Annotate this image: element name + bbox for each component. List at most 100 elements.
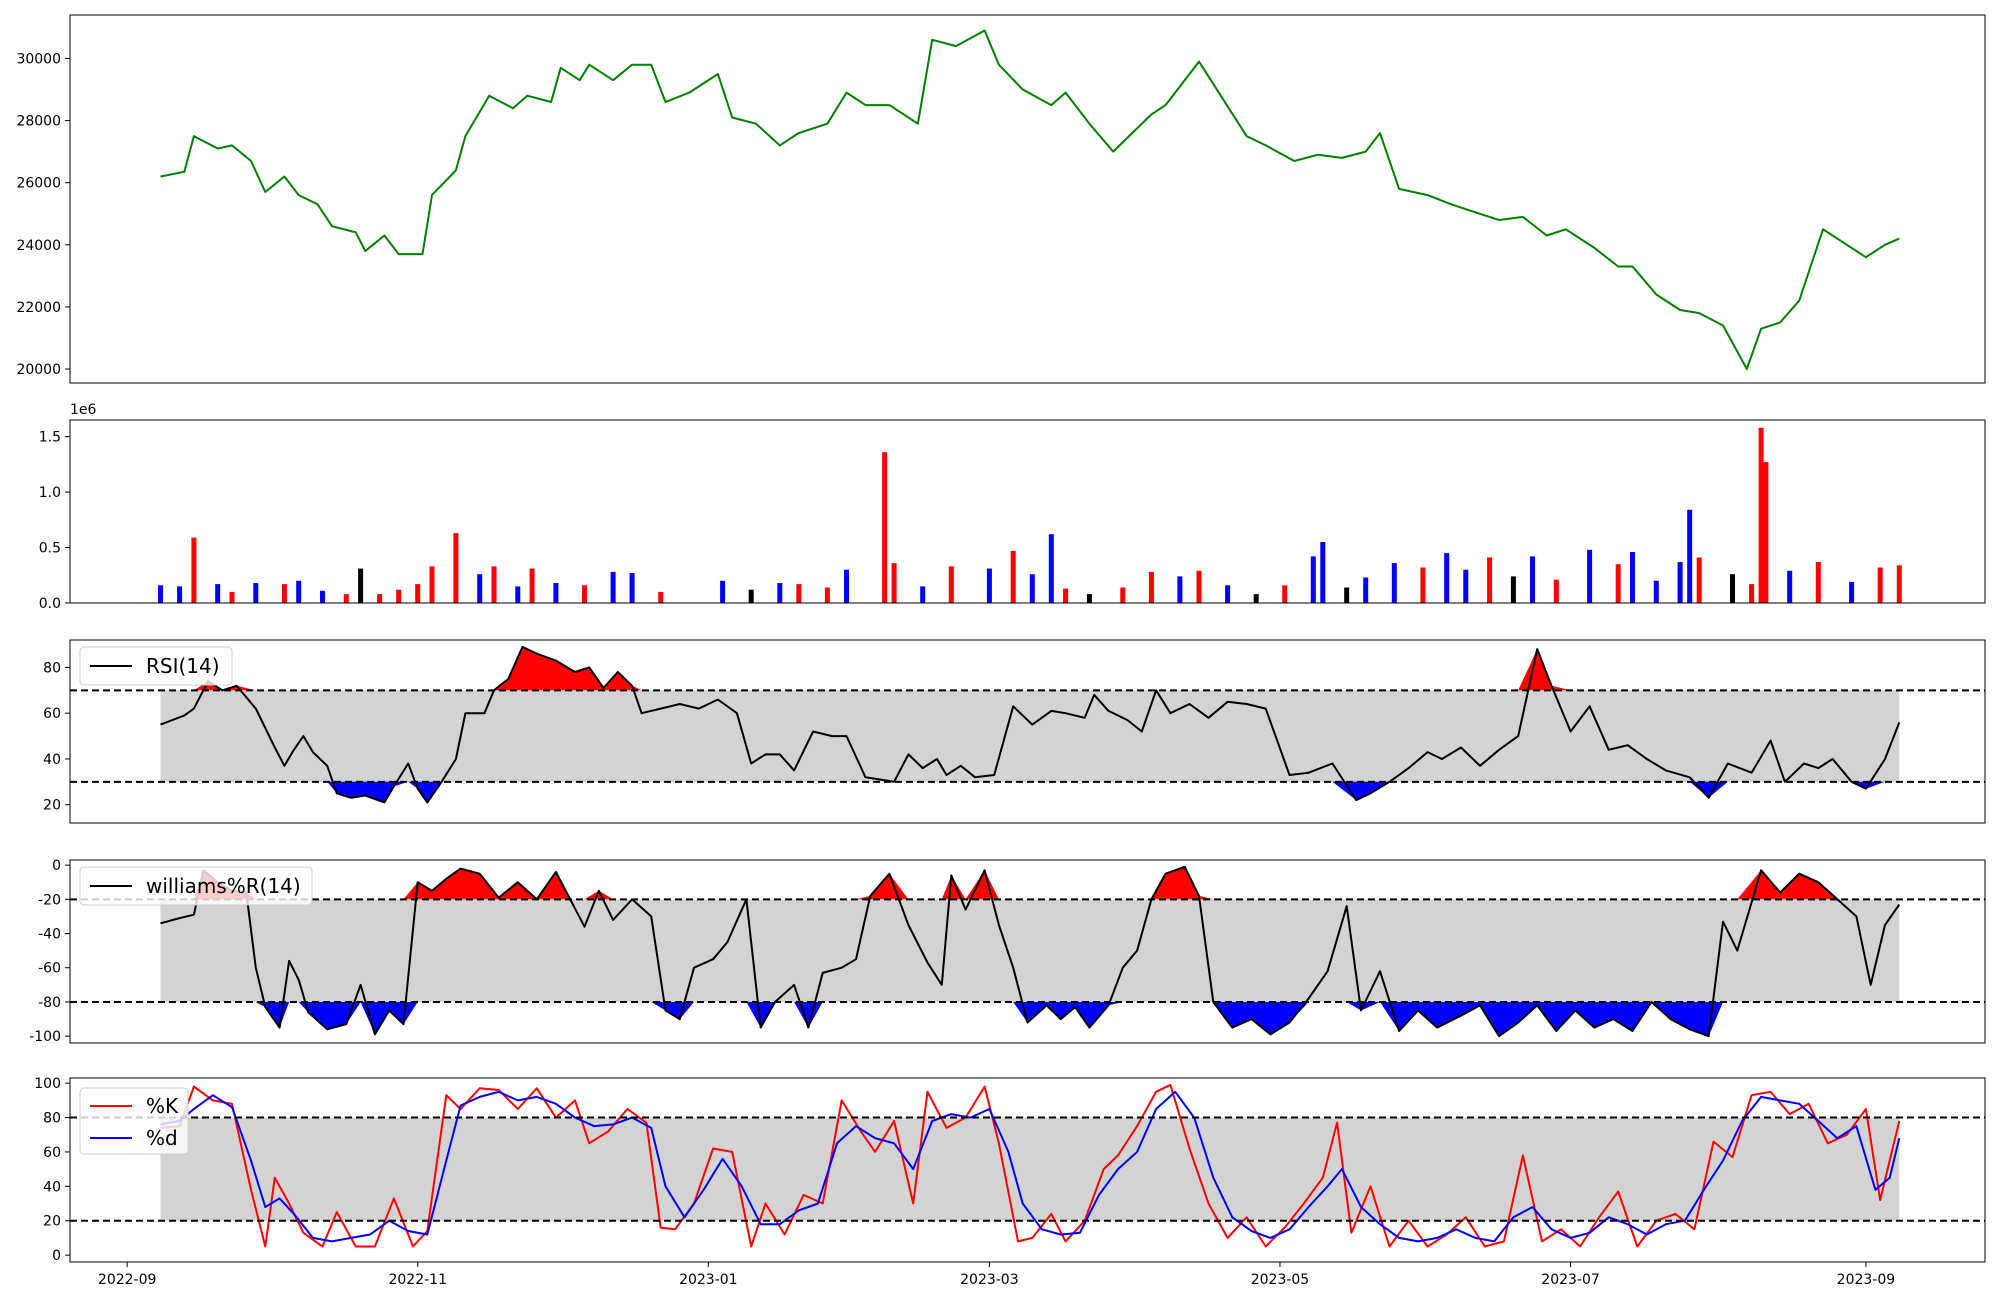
volume-bar: [1063, 588, 1069, 603]
x-tick-label: 2023-09: [1837, 1272, 1896, 1288]
y-tick-label: -80: [38, 995, 61, 1011]
y-tick-label: 20: [43, 1214, 61, 1230]
y-tick-label: 40: [43, 752, 61, 768]
volume-bar: [1196, 570, 1202, 603]
volume-bar: [1048, 534, 1054, 603]
x-tick-label: 2023-03: [960, 1272, 1019, 1288]
neutral-band: [160, 1117, 1900, 1221]
volume-bar: [1487, 557, 1493, 603]
x-tick-label: 2022-09: [98, 1272, 157, 1288]
volume-bar: [1815, 562, 1821, 603]
volume-bar: [1363, 577, 1369, 603]
volume-bar: [1615, 564, 1621, 603]
y-tick-label: 28000: [16, 114, 61, 130]
stochastic-legend: %K %d: [79, 1087, 189, 1155]
y-tick-label: 0: [52, 1248, 61, 1264]
volume-bar: [1420, 567, 1426, 603]
x-tick-label: 2023-07: [1541, 1272, 1600, 1288]
rsi-legend: RSI(14): [79, 646, 233, 686]
y-tick-label: 26000: [16, 176, 61, 192]
williams-r-panel: 0 -20 -40 -60 -80 -100: [29, 858, 1986, 1045]
volume-bar: [1120, 587, 1126, 603]
volume-bar: [1463, 569, 1469, 603]
volume-bar: [177, 586, 183, 603]
volume-bar: [1696, 557, 1702, 603]
k-line: [160, 1083, 1901, 1248]
y-tick-label: 24000: [16, 238, 61, 254]
price-panel: 20000 22000 24000 26000 28000 30000: [16, 14, 1986, 384]
y-tick-label: 22000: [16, 300, 61, 316]
volume-bar: [920, 586, 926, 603]
x-tick-label: 2023-01: [679, 1272, 738, 1288]
volume-bar: [1763, 462, 1769, 603]
volume-bar: [1320, 542, 1326, 603]
volume-bar: [1687, 509, 1693, 603]
x-tick-label: 2023-05: [1251, 1272, 1310, 1288]
y-tick-label: -60: [38, 961, 61, 977]
volume-bar: [1310, 556, 1316, 603]
volume-bar: [1510, 576, 1516, 603]
volume-bar: [720, 580, 726, 603]
d-line: [160, 1090, 1901, 1243]
volume-bar: [1282, 585, 1288, 603]
volume-bar: [1553, 579, 1559, 603]
indicator-line: [160, 645, 1901, 804]
volume-bar: [610, 571, 616, 603]
y-tick-label: 1.0: [39, 485, 61, 501]
volume-bar: [296, 580, 302, 603]
williams-r-legend-box: [79, 866, 313, 906]
volume-bar: [658, 591, 664, 603]
volume-bar: [986, 568, 992, 603]
y-tick-label: 1.5: [39, 430, 61, 446]
y-tick-label: 100: [34, 1076, 61, 1092]
volume-bar: [1749, 584, 1755, 603]
volume-bar: [1177, 576, 1183, 603]
d-legend-label: %d: [146, 1126, 178, 1150]
stochastic-panel: 0 20 40 60 80 100: [34, 1076, 1986, 1264]
volume-bar: [377, 594, 383, 603]
volume-bar: [396, 589, 402, 603]
williams-r-legend-label: williams%R(14): [146, 874, 301, 898]
y-tick-label: 60: [43, 1145, 61, 1161]
k-legend-label: %K: [146, 1094, 179, 1118]
volume-bar: [229, 591, 235, 603]
volume-bar: [1587, 549, 1593, 603]
y-tick-label: 60: [43, 706, 61, 722]
y-tick-label: 20000: [16, 362, 61, 378]
y-tick-label: 40: [43, 1179, 61, 1195]
panel-frame: [69, 859, 1986, 1044]
rsi-panel: 20 40 60 80: [43, 639, 1986, 824]
indicator-line: [160, 865, 1901, 1038]
volume-bar: [1787, 570, 1793, 603]
volume-bar: [491, 566, 497, 603]
volume-offset-label: 1e6: [70, 402, 97, 418]
volume-bar: [343, 594, 349, 603]
volume-bar: [477, 574, 483, 603]
volume-bar: [1253, 594, 1259, 603]
y-tick-label: 0.0: [39, 596, 61, 612]
y-tick-label: 30000: [16, 51, 61, 67]
volume-bar: [1653, 580, 1659, 603]
volume-bar: [948, 566, 954, 603]
volume-bar: [629, 573, 635, 603]
volume-bar: [253, 583, 259, 603]
volume-bar: [748, 589, 754, 603]
volume-bar: [1896, 565, 1902, 603]
y-tick-label: 80: [43, 660, 61, 676]
rsi-legend-box: [79, 646, 233, 686]
volume-bar: [429, 566, 435, 603]
y-tick-label: 0.5: [39, 541, 61, 557]
y-tick-label: 20: [43, 798, 61, 814]
y-tick-label: -20: [38, 892, 61, 908]
volume-bar: [529, 568, 535, 603]
volume-bar: [824, 587, 830, 603]
volume-bar: [1086, 594, 1092, 603]
y-tick-label: 80: [43, 1111, 61, 1127]
volume-bar: [1758, 427, 1764, 603]
volume-bar: [844, 569, 849, 603]
volume-bar: [1391, 563, 1397, 603]
volume-bar: [1029, 574, 1035, 603]
y-tick-label: 0: [52, 858, 61, 874]
